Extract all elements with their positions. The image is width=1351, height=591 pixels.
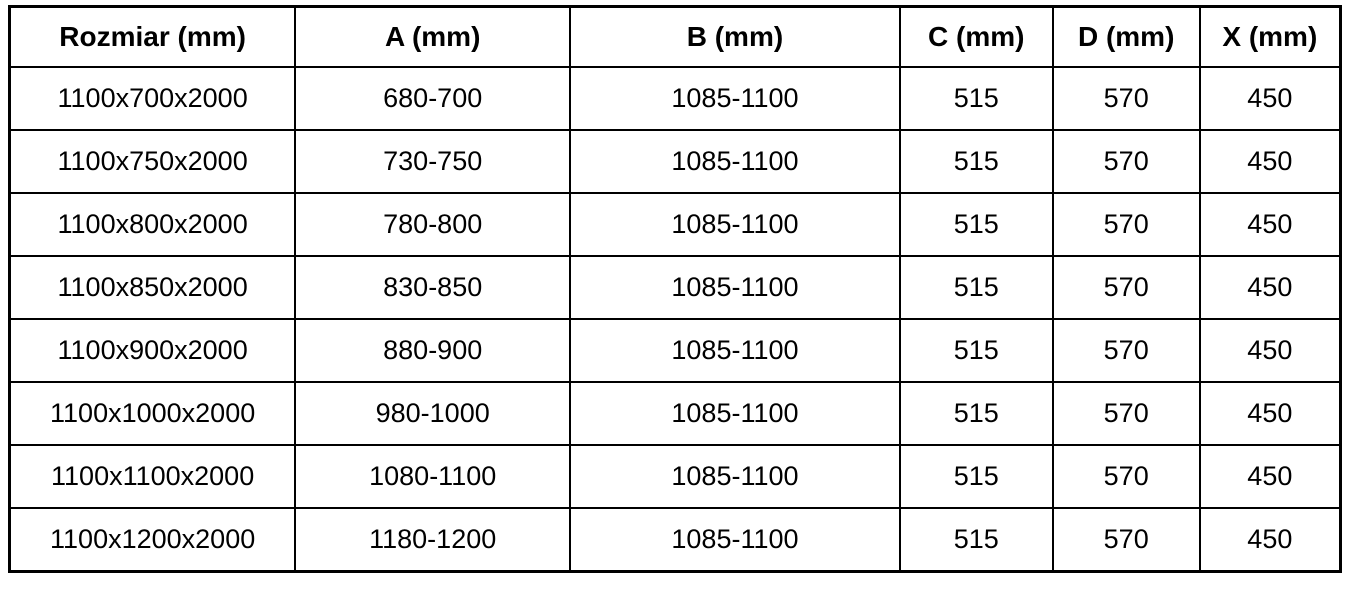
table-cell: 1100x1100x2000 — [8, 444, 297, 509]
table-cell: 780-800 — [294, 192, 572, 257]
table-cell: 570 — [1051, 66, 1201, 131]
table-cell: 1100x850x2000 — [8, 255, 297, 320]
table-cell: 515 — [898, 192, 1054, 257]
table-cell: 570 — [1051, 192, 1201, 257]
table-cell: 450 — [1198, 381, 1342, 446]
table-cell: 450 — [1198, 129, 1342, 194]
table-cell: 1100x900x2000 — [8, 318, 297, 383]
table-cell: 1085-1100 — [569, 66, 901, 131]
table-cell: 1085-1100 — [569, 129, 901, 194]
table-cell: 730-750 — [294, 129, 572, 194]
table-cell: 515 — [898, 507, 1054, 573]
table-cell: 450 — [1198, 318, 1342, 383]
table-cell: 570 — [1051, 507, 1201, 573]
table-cell: 1080-1100 — [294, 444, 572, 509]
table-cell: 515 — [898, 255, 1054, 320]
dimensions-spec-table: Rozmiar (mm) A (mm) B (mm) C (mm) D (mm) X (m… — [8, 5, 1342, 573]
table-cell: 680-700 — [294, 66, 572, 131]
table-cell: 450 — [1198, 66, 1342, 131]
table-row: 1100x750x2000 730-750 1085-1100 515 570 450 — [8, 129, 1342, 194]
table-cell: 1100x750x2000 — [8, 129, 297, 194]
table-cell: 515 — [898, 444, 1054, 509]
table-cell: 1085-1100 — [569, 444, 901, 509]
table-row: 1100x800x2000 780-800 1085-1100 515 570 450 — [8, 192, 1342, 257]
table-cell: 830-850 — [294, 255, 572, 320]
table-row: 1100x850x2000 830-850 1085-1100 515 570 450 — [8, 255, 1342, 320]
table-cell: 1100x1200x2000 — [8, 507, 297, 573]
table-cell: 570 — [1051, 381, 1201, 446]
table-cell: 1085-1100 — [569, 318, 901, 383]
table-cell: 1100x1000x2000 — [8, 381, 297, 446]
table-cell: 450 — [1198, 507, 1342, 573]
table-cell: 1180-1200 — [294, 507, 572, 573]
table-cell: 1085-1100 — [569, 255, 901, 320]
table-cell: 515 — [898, 381, 1054, 446]
table-cell: 1100x800x2000 — [8, 192, 297, 257]
table-cell: 980-1000 — [294, 381, 572, 446]
table-cell: 1100x700x2000 — [8, 66, 297, 131]
table-cell: 450 — [1198, 192, 1342, 257]
table-cell: 570 — [1051, 444, 1201, 509]
table-cell: 515 — [898, 318, 1054, 383]
table-row: 1100x900x2000 880-900 1085-1100 515 570 450 — [8, 318, 1342, 383]
table-cell: 570 — [1051, 318, 1201, 383]
column-header: X (mm) — [1198, 5, 1342, 68]
column-header: Rozmiar (mm) — [8, 5, 297, 68]
table-cell: 880-900 — [294, 318, 572, 383]
table-cell: 450 — [1198, 255, 1342, 320]
column-header: D (mm) — [1051, 5, 1201, 68]
column-header: B (mm) — [569, 5, 901, 68]
table-cell: 570 — [1051, 255, 1201, 320]
table-cell: 450 — [1198, 444, 1342, 509]
table-cell: 1085-1100 — [569, 192, 901, 257]
table-cell: 1085-1100 — [569, 507, 901, 573]
table-cell: 515 — [898, 129, 1054, 194]
column-header: A (mm) — [294, 5, 572, 68]
table-cell: 570 — [1051, 129, 1201, 194]
table-header-row: Rozmiar (mm) A (mm) B (mm) C (mm) D (mm) X (m… — [8, 5, 1342, 68]
table-cell: 515 — [898, 66, 1054, 131]
table-row: 1100x1200x2000 1180-1200 1085-1100 515 570 45… — [8, 507, 1342, 573]
table-cell: 1085-1100 — [569, 381, 901, 446]
table-row: 1100x700x2000 680-700 1085-1100 515 570 450 — [8, 66, 1342, 131]
table-row: 1100x1000x2000 980-1000 1085-1100 515 570 450 — [8, 381, 1342, 446]
column-header: C (mm) — [898, 5, 1054, 68]
table-row: 1100x1100x2000 1080-1100 1085-1100 515 570 45… — [8, 444, 1342, 509]
